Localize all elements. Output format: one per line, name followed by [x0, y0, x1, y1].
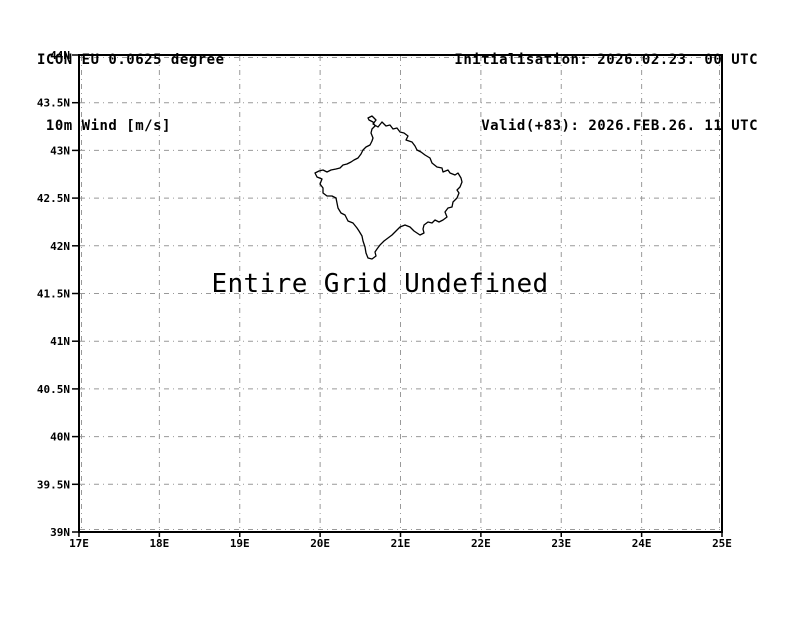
y-tick-label: 44N — [50, 49, 70, 62]
x-tick-label: 23E — [551, 537, 571, 550]
entire-grid-undefined-text: Entire Grid Undefined — [211, 269, 548, 299]
x-tick-label: 18E — [149, 537, 169, 550]
y-tick-label: 42.5N — [37, 192, 70, 205]
y-tick-label: 40N — [50, 431, 70, 444]
x-tick-label: 17E — [69, 537, 89, 550]
kosovo-border-outline — [314, 115, 463, 260]
header-left: ICON EU 0.0625 degree 10m Wind [m/s] — [37, 5, 225, 181]
plot-frame — [78, 54, 723, 533]
x-tick-label: 24E — [632, 537, 652, 550]
x-tick-label: 19E — [230, 537, 250, 550]
y-tick-label: 40.5N — [37, 383, 70, 396]
x-tick-label: 22E — [471, 537, 491, 550]
y-tick-label: 43.5N — [37, 97, 70, 110]
gridlines — [80, 56, 721, 531]
x-tick-label: 20E — [310, 537, 330, 550]
y-tick-label: 41.5N — [37, 288, 70, 301]
header-right: Initialisation: 2026.02.23. 00 UTC Valid… — [454, 5, 758, 181]
initialisation-time: Initialisation: 2026.02.23. 00 UTC — [454, 52, 758, 68]
y-tick-label: 39.5N — [37, 478, 70, 491]
axis-tick-labels: 17E 18E 19E 20E 21E 22E 23E 24E 25E 44N 43.5N 43N 42… — [37, 49, 732, 550]
model-title: ICON EU 0.0625 degree — [37, 52, 225, 68]
y-tick-label: 42N — [50, 240, 70, 253]
parameter-title: 10m Wind [m/s] — [37, 118, 171, 134]
x-tick-label: 21E — [391, 537, 411, 550]
y-tick-label: 41N — [50, 335, 70, 348]
y-tick-label: 43N — [50, 144, 70, 157]
valid-time: Valid(+83): 2026.FEB.26. 11 UTC — [481, 118, 758, 134]
y-tick-label: 39N — [50, 526, 70, 539]
x-tick-label: 25E — [712, 537, 732, 550]
